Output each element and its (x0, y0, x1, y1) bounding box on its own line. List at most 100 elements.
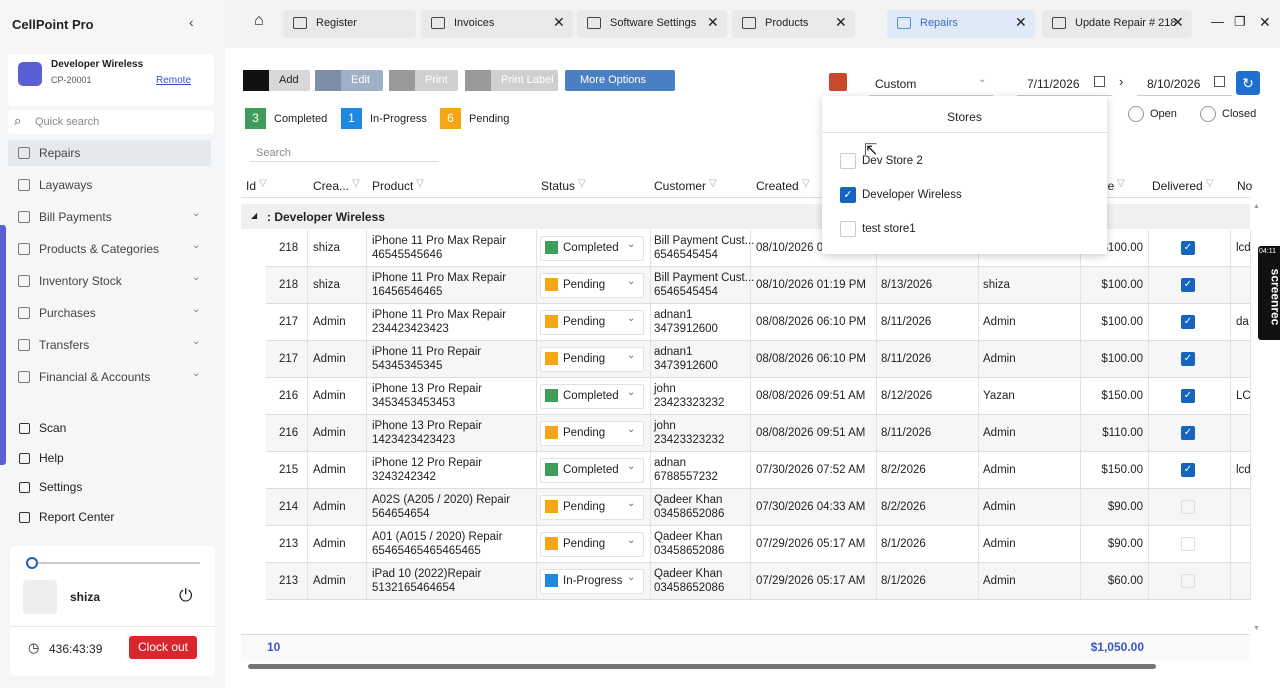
cell-created-by: Admin (313, 353, 346, 365)
power-button[interactable]: ⏻ (179, 586, 193, 605)
grid-row[interactable] (266, 304, 1250, 341)
radio[interactable] (1128, 106, 1144, 122)
tab[interactable] (577, 10, 727, 38)
close-window[interactable]: ✕ (1259, 14, 1271, 30)
grid-row[interactable] (266, 378, 1250, 415)
date-box[interactable] (1137, 71, 1232, 96)
delivered-checkbox[interactable]: ✓ (1181, 463, 1195, 477)
cell-due: 8/2/2026 (881, 464, 926, 476)
collapse-button[interactable]: ‹ (189, 14, 194, 30)
refresh-button[interactable]: ↻ (1236, 71, 1260, 95)
column-header[interactable]: Delivered (1152, 179, 1203, 193)
status-chevron: ⌄ (627, 387, 636, 398)
cell-border (876, 267, 877, 304)
nav-item[interactable]: Products & Categories (39, 242, 160, 256)
cell-border (876, 304, 877, 341)
app-title: CellPoint Pro (12, 17, 94, 32)
remote-link[interactable]: Remote (156, 75, 192, 86)
grid-row[interactable] (266, 526, 1250, 563)
tab[interactable] (887, 10, 1035, 38)
restore[interactable]: ❐ (1234, 14, 1246, 29)
store-icon (18, 62, 42, 86)
grid-row[interactable] (266, 489, 1250, 526)
date-box[interactable] (1017, 71, 1112, 96)
nav-item[interactable]: Transfers (39, 338, 90, 352)
store-checkbox[interactable] (840, 153, 856, 169)
calendar-icon (1214, 76, 1225, 87)
delivered-checkbox[interactable]: ✓ (1181, 389, 1195, 403)
grid-row[interactable] (266, 341, 1250, 378)
store-checkbox[interactable]: ✓ (840, 187, 856, 203)
delivered-checkbox[interactable]: ✓ (1181, 352, 1195, 366)
grid-row[interactable] (266, 563, 1250, 600)
cell-border (1230, 563, 1231, 600)
cell-border (1148, 230, 1149, 267)
nav-item[interactable]: Inventory Stock (39, 274, 122, 288)
cell-status: Pending (563, 316, 606, 328)
tab-icon (897, 17, 911, 29)
cell-border (876, 526, 877, 563)
column-header[interactable]: Customer (654, 179, 707, 193)
column-header[interactable]: Crea... (313, 179, 350, 193)
store-option[interactable]: Dev Store 2 (862, 155, 923, 167)
nav-item[interactable]: Layaways (39, 178, 93, 192)
nav-item[interactable]: Bill Payments (39, 210, 112, 224)
tab-label: Products (765, 17, 809, 29)
cell-border (1230, 230, 1231, 267)
store-filter-icon[interactable] (829, 73, 847, 91)
bottom-nav-item[interactable]: Help (39, 450, 64, 465)
delivered-checkbox[interactable]: ✓ (1181, 426, 1195, 440)
tab-close[interactable]: ✕ (1172, 14, 1184, 30)
tab-close[interactable]: ✕ (553, 14, 565, 30)
delivered-checkbox[interactable] (1181, 574, 1195, 588)
cell-price: $150.00 (1101, 464, 1143, 476)
grid-row[interactable] (266, 267, 1250, 304)
minimize[interactable]: — (1211, 14, 1224, 29)
grid-row[interactable] (266, 452, 1250, 489)
delivered-checkbox[interactable] (1181, 500, 1195, 514)
cell-id: 215 (279, 464, 299, 476)
store-option[interactable]: Developer Wireless (862, 189, 962, 201)
bottom-nav-item[interactable]: Settings (39, 480, 83, 494)
column-header[interactable]: Id (246, 179, 257, 193)
tab-close[interactable]: ✕ (1015, 14, 1027, 30)
delivered-checkbox[interactable]: ✓ (1181, 241, 1195, 255)
column-header[interactable]: Created (756, 179, 799, 193)
nav-item[interactable]: Repairs (39, 146, 81, 160)
cell-id: 214 (279, 501, 299, 513)
cell-customer: adnan (654, 457, 686, 469)
cell-border (536, 230, 537, 267)
tab-close[interactable]: ✕ (835, 14, 847, 30)
cell-phone: 6788557232 (654, 471, 718, 483)
tab[interactable] (1042, 10, 1192, 38)
next-arrow[interactable]: › (1119, 74, 1124, 89)
toolbar-button[interactable] (565, 70, 675, 91)
range-select[interactable] (869, 71, 993, 96)
cell-border (650, 452, 651, 489)
nav-item[interactable]: Financial & Accounts (39, 370, 151, 384)
column-header[interactable]: No (1237, 179, 1253, 193)
store-checkbox[interactable] (840, 221, 856, 237)
home-tab[interactable]: ⌂ (254, 12, 264, 29)
tab-close[interactable]: ✕ (707, 14, 719, 30)
column-header[interactable]: Product (372, 179, 414, 193)
cell-border (750, 304, 751, 341)
delivered-checkbox[interactable] (1181, 537, 1195, 551)
cell-imei: 564654654 (372, 508, 430, 520)
tab[interactable] (732, 10, 855, 38)
bottom-nav-item[interactable]: Scan (39, 421, 67, 435)
grid-row[interactable] (266, 415, 1250, 452)
clock-out-button[interactable]: Clock out (129, 636, 197, 659)
toolbar-button-label: Add (279, 74, 299, 86)
column-header[interactable]: Status (541, 179, 576, 193)
tab[interactable] (283, 10, 416, 38)
tab[interactable] (421, 10, 573, 38)
filter-icon: ▽ (1117, 178, 1125, 189)
radio[interactable] (1200, 106, 1216, 122)
store-option[interactable]: test store1 (862, 223, 916, 235)
delivered-checkbox[interactable]: ✓ (1181, 278, 1195, 292)
grid-search[interactable] (250, 142, 439, 162)
nav-item[interactable]: Purchases (39, 306, 96, 320)
delivered-checkbox[interactable]: ✓ (1181, 315, 1195, 329)
bottom-nav-item[interactable]: Report Center (39, 509, 115, 524)
